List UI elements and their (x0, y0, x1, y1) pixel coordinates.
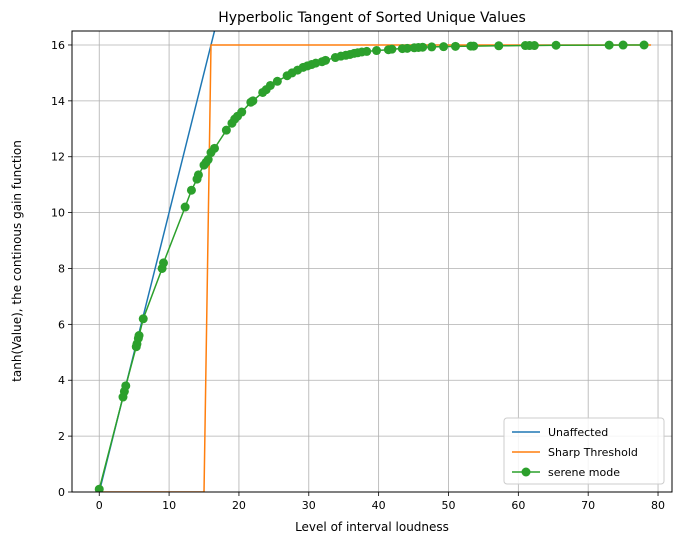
data-point-serene-mode (402, 43, 412, 53)
data-point-serene-mode (529, 41, 539, 51)
y-tick-label: 0 (58, 486, 65, 499)
legend: Unaffected Sharp Threshold serene mode (503, 417, 665, 485)
data-point-serene-mode (469, 41, 479, 51)
y-tick-label: 12 (51, 151, 65, 164)
data-point-serene-mode (221, 125, 231, 135)
x-tick-label: 50 (441, 499, 455, 512)
y-tick-label: 10 (51, 207, 65, 220)
x-tick-label: 60 (511, 499, 525, 512)
data-point-serene-mode (387, 44, 397, 54)
x-axis-label: Level of interval loudness (295, 520, 449, 534)
legend-label-unaffected: Unaffected (548, 426, 608, 439)
data-point-serene-mode (134, 331, 144, 341)
data-point-serene-mode (121, 381, 131, 391)
x-tick-label: 30 (302, 499, 316, 512)
plot-frame (71, 30, 673, 493)
data-point-serene-mode (265, 80, 275, 90)
x-tick-label: 70 (581, 499, 595, 512)
y-tick-label: 6 (58, 318, 65, 331)
legend-marker-serene-mode (521, 467, 531, 477)
data-point-serene-mode (237, 107, 247, 117)
y-tick-label: 2 (58, 430, 65, 443)
data-point-serene-mode (494, 41, 504, 51)
legend-label-sharp-threshold: Sharp Threshold (548, 446, 638, 459)
y-tick-label: 8 (58, 262, 65, 275)
x-tick-label: 80 (651, 499, 665, 512)
data-point-serene-mode (439, 42, 449, 52)
plot-background (72, 31, 672, 492)
data-point-serene-mode (362, 46, 372, 56)
data-point-serene-mode (203, 155, 213, 165)
data-point-serene-mode (450, 41, 460, 51)
y-tick-label: 14 (51, 95, 65, 108)
data-point-serene-mode (639, 40, 649, 50)
y-axis-label: tanh(Value), the continous gain function (10, 140, 24, 382)
data-point-serene-mode (604, 40, 614, 50)
axis-ticks: 0 10 20 30 40 50 60 70 80 0 2 4 6 8 10 12 14 16 (51, 39, 665, 512)
data-point-serene-mode (618, 40, 628, 50)
y-tick-label: 16 (51, 39, 65, 52)
data-point-serene-mode (551, 40, 561, 50)
chart-title: Hyperbolic Tangent of Sorted Unique Valu… (218, 10, 526, 26)
data-point-serene-mode (372, 46, 382, 56)
x-tick-label: 20 (232, 499, 246, 512)
data-point-serene-mode (427, 42, 437, 52)
data-point-serene-mode (209, 143, 219, 153)
legend-label-serene-mode: serene mode (548, 466, 620, 479)
x-tick-label: 10 (162, 499, 176, 512)
data-point-serene-mode (159, 258, 169, 268)
x-tick-label: 40 (372, 499, 386, 512)
series-layer (94, 31, 652, 492)
data-point-serene-mode (248, 96, 258, 106)
x-tick-label: 0 (96, 499, 103, 512)
data-point-serene-mode (272, 76, 282, 86)
data-point-serene-mode (193, 170, 203, 180)
legend-box (503, 417, 665, 485)
data-point-serene-mode (180, 202, 190, 212)
data-point-serene-mode (418, 42, 428, 52)
data-point-serene-mode (94, 484, 104, 492)
y-tick-label: 4 (58, 374, 65, 387)
data-point-serene-mode (138, 314, 148, 324)
data-point-serene-mode (186, 185, 196, 195)
data-point-serene-mode (321, 55, 331, 65)
